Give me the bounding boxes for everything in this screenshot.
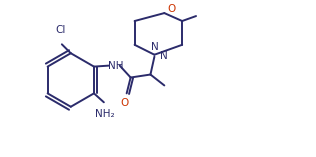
Text: NH₂: NH₂ (95, 109, 115, 119)
Text: O: O (167, 4, 175, 14)
Text: O: O (121, 98, 129, 108)
Text: Cl: Cl (55, 25, 65, 35)
Text: N: N (150, 42, 158, 52)
Text: N: N (160, 51, 168, 61)
Text: NH: NH (108, 61, 124, 71)
